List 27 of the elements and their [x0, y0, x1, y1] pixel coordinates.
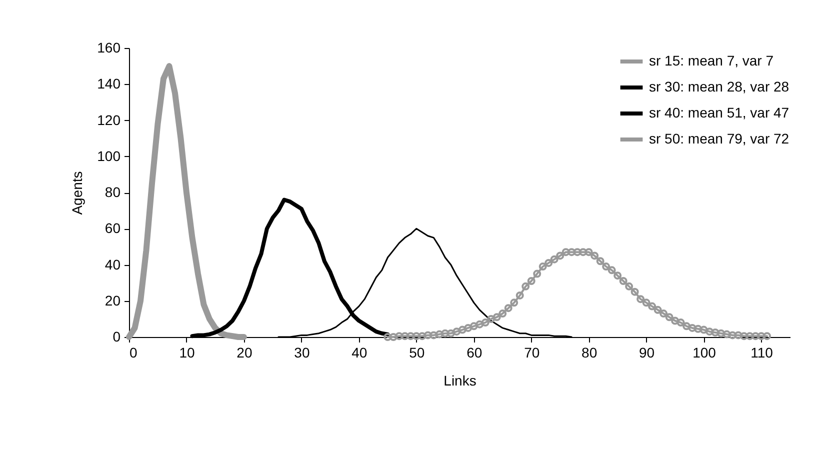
y-tick-label: 140: [97, 76, 121, 92]
x-tick-label: 100: [692, 344, 716, 360]
x-tick-label: 0: [130, 344, 138, 360]
legend-label: sr 30: mean 28, var 28: [649, 78, 790, 94]
y-tick-label: 0: [112, 328, 121, 344]
y-tick-label: 100: [97, 148, 121, 164]
x-tick-label: 40: [352, 344, 368, 360]
y-tick-label: 120: [97, 112, 121, 128]
legend-label: sr 50: mean 79, var 72: [649, 130, 790, 146]
legend-label: sr 15: mean 7, var 7: [649, 52, 774, 68]
y-tick-label: 60: [104, 220, 121, 236]
y-tick-label: 160: [97, 40, 121, 56]
y-tick-label: 40: [104, 256, 121, 272]
x-tick-label: 80: [582, 344, 598, 360]
x-tick-label: 50: [409, 344, 425, 360]
x-tick-label: 60: [466, 344, 482, 360]
x-tick-label: 90: [639, 344, 655, 360]
y-tick-label: 20: [104, 292, 121, 308]
x-tick-label: 10: [179, 344, 195, 360]
legend-label: sr 40: mean 51, var 47: [649, 104, 790, 120]
x-tick-label: 30: [294, 344, 310, 360]
y-tick-label: 80: [104, 184, 121, 200]
x-tick-label: 20: [236, 344, 252, 360]
x-axis-title: Links: [444, 372, 476, 388]
y-axis-title: Agents: [69, 171, 86, 215]
x-tick-label: 110: [750, 344, 774, 360]
x-tick-label: 70: [524, 344, 540, 360]
